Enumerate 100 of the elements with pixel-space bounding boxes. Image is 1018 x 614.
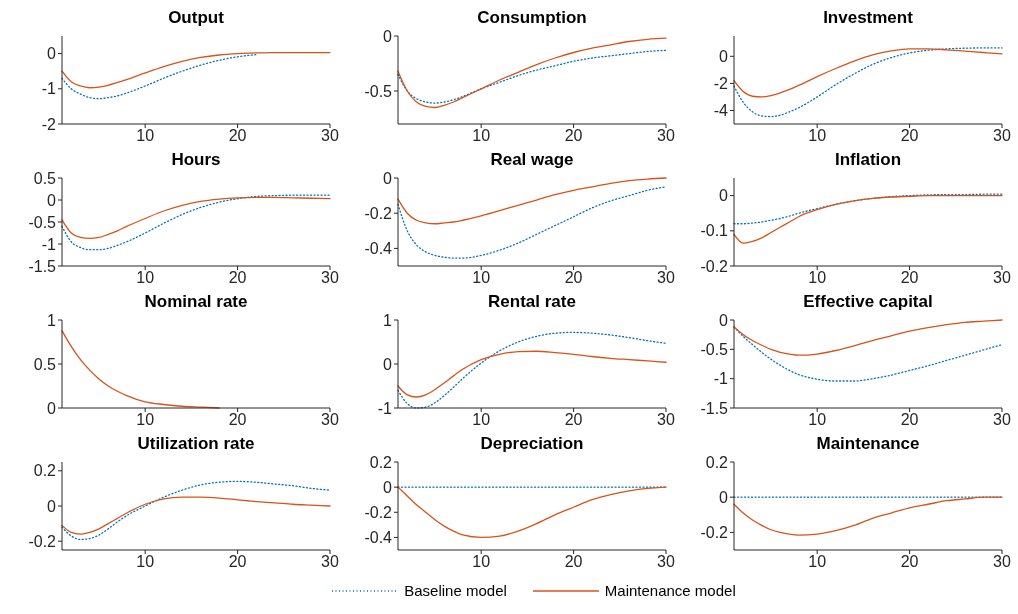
line-series <box>397 186 667 259</box>
y-tick-label: -0.2 <box>28 532 57 550</box>
y-tick-label: -0.5 <box>28 213 57 231</box>
x-tick-label: 30 <box>993 411 1011 429</box>
y-tick-label: 0.2 <box>33 462 57 480</box>
y-tick-label: 0 <box>719 488 729 506</box>
y-tick-label: -0.1 <box>700 222 729 240</box>
chart-title: Effective capital <box>803 292 933 311</box>
x-tick-label: 30 <box>657 411 675 429</box>
x-tick-label: 20 <box>228 411 247 429</box>
line-series <box>733 496 1003 536</box>
y-tick-label: 0 <box>383 27 393 45</box>
y-tick-label: -0.5 <box>700 341 729 359</box>
y-tick-label: 0 <box>47 191 57 209</box>
y-tick-label: -0.2 <box>700 524 729 542</box>
x-tick-label: 10 <box>472 269 491 287</box>
x-tick-label: 20 <box>228 127 247 145</box>
y-tick-label: -1 <box>377 399 393 417</box>
x-tick-label: 30 <box>657 269 675 287</box>
x-tick-label: 20 <box>564 127 583 145</box>
x-tick-label: 10 <box>136 127 155 145</box>
line-series <box>733 47 1003 118</box>
x-tick-label: 20 <box>228 269 247 287</box>
legend-label: Baseline model <box>404 582 507 599</box>
x-tick-label: 30 <box>657 127 675 145</box>
x-tick-label: 20 <box>564 269 583 287</box>
y-tick-label: 0.2 <box>369 453 393 471</box>
x-tick-label: 10 <box>808 411 827 429</box>
line-series <box>61 496 331 535</box>
x-tick-label: 30 <box>321 553 339 571</box>
y-tick-label: 0 <box>383 478 393 496</box>
x-tick-label: 20 <box>228 553 247 571</box>
y-tick-label: 0.2 <box>705 453 729 471</box>
line-series <box>397 37 667 109</box>
chart-title: Inflation <box>833 150 903 171</box>
x-tick-label: 30 <box>993 553 1011 571</box>
y-tick-label: 0 <box>47 45 57 63</box>
y-tick-label: -0.2 <box>364 503 393 521</box>
chart-title: Hours <box>171 150 221 169</box>
line-series <box>61 196 331 239</box>
x-tick-label: 10 <box>808 269 827 287</box>
y-tick-label: 0.5 <box>33 169 57 187</box>
y-tick-label: 0 <box>47 497 57 515</box>
line-series <box>733 319 1003 356</box>
x-tick-label: 20 <box>900 553 919 571</box>
chart-title: Investment <box>822 8 914 29</box>
x-tick-label: 10 <box>808 553 827 571</box>
y-tick-label: 1 <box>383 311 393 329</box>
y-tick-label: -1 <box>41 80 57 98</box>
y-tick-label: 0 <box>47 399 57 417</box>
line-series <box>61 51 331 89</box>
y-tick-label: -0.2 <box>364 204 393 222</box>
x-tick-label: 10 <box>136 269 155 287</box>
chart-title: Rental rate <box>488 292 576 311</box>
y-tick-label: -2 <box>713 75 729 93</box>
y-tick-label: 0 <box>383 169 393 187</box>
chart-title: Nominal rate <box>144 292 248 311</box>
x-tick-label: 10 <box>808 127 827 145</box>
legend-label: Maintenance model <box>604 582 736 599</box>
y-tick-label: 0 <box>719 47 729 65</box>
chart-title: Consumption <box>477 8 587 27</box>
y-tick-label: 0 <box>383 355 393 373</box>
line-series <box>733 194 1003 244</box>
line-series <box>397 486 667 539</box>
line-series <box>733 48 1003 98</box>
y-tick-label: -2 <box>41 115 57 133</box>
x-tick-label: 20 <box>564 553 583 571</box>
line-series <box>61 54 257 100</box>
x-tick-label: 30 <box>993 269 1011 287</box>
line-series <box>397 49 667 104</box>
x-tick-label: 20 <box>900 269 919 287</box>
y-tick-label: -1 <box>41 235 57 253</box>
x-tick-label: 30 <box>657 553 675 571</box>
y-tick-label: -1.5 <box>28 257 57 275</box>
x-tick-label: 30 <box>993 127 1011 145</box>
line-series <box>61 480 331 541</box>
chart-title: Utilization rate <box>136 434 256 455</box>
x-tick-label: 20 <box>900 127 919 145</box>
y-tick-label: 0.5 <box>33 355 57 373</box>
chart-title: Output <box>167 8 225 29</box>
x-tick-label: 30 <box>321 127 339 145</box>
y-tick-label: -0.5 <box>364 82 393 100</box>
line-series <box>61 194 331 251</box>
chart-title: Maintenance <box>816 434 920 453</box>
y-tick-label: -1.5 <box>700 399 729 417</box>
line-series <box>397 177 667 225</box>
y-tick-label: 0 <box>719 187 729 205</box>
y-tick-label: -4 <box>713 102 729 120</box>
x-tick-label: 30 <box>321 269 339 287</box>
y-tick-label: -1 <box>713 370 729 388</box>
y-tick-label: 0 <box>719 311 729 329</box>
y-tick-label: -0.4 <box>364 240 393 258</box>
chart-title: Real wage <box>490 150 574 169</box>
y-tick-label: -0.2 <box>700 257 729 275</box>
x-tick-label: 20 <box>564 411 583 429</box>
x-tick-label: 10 <box>136 411 155 429</box>
x-tick-label: 10 <box>472 411 491 429</box>
x-tick-label: 10 <box>136 553 155 571</box>
y-tick-label: 1 <box>47 311 57 329</box>
x-tick-label: 20 <box>900 411 919 429</box>
